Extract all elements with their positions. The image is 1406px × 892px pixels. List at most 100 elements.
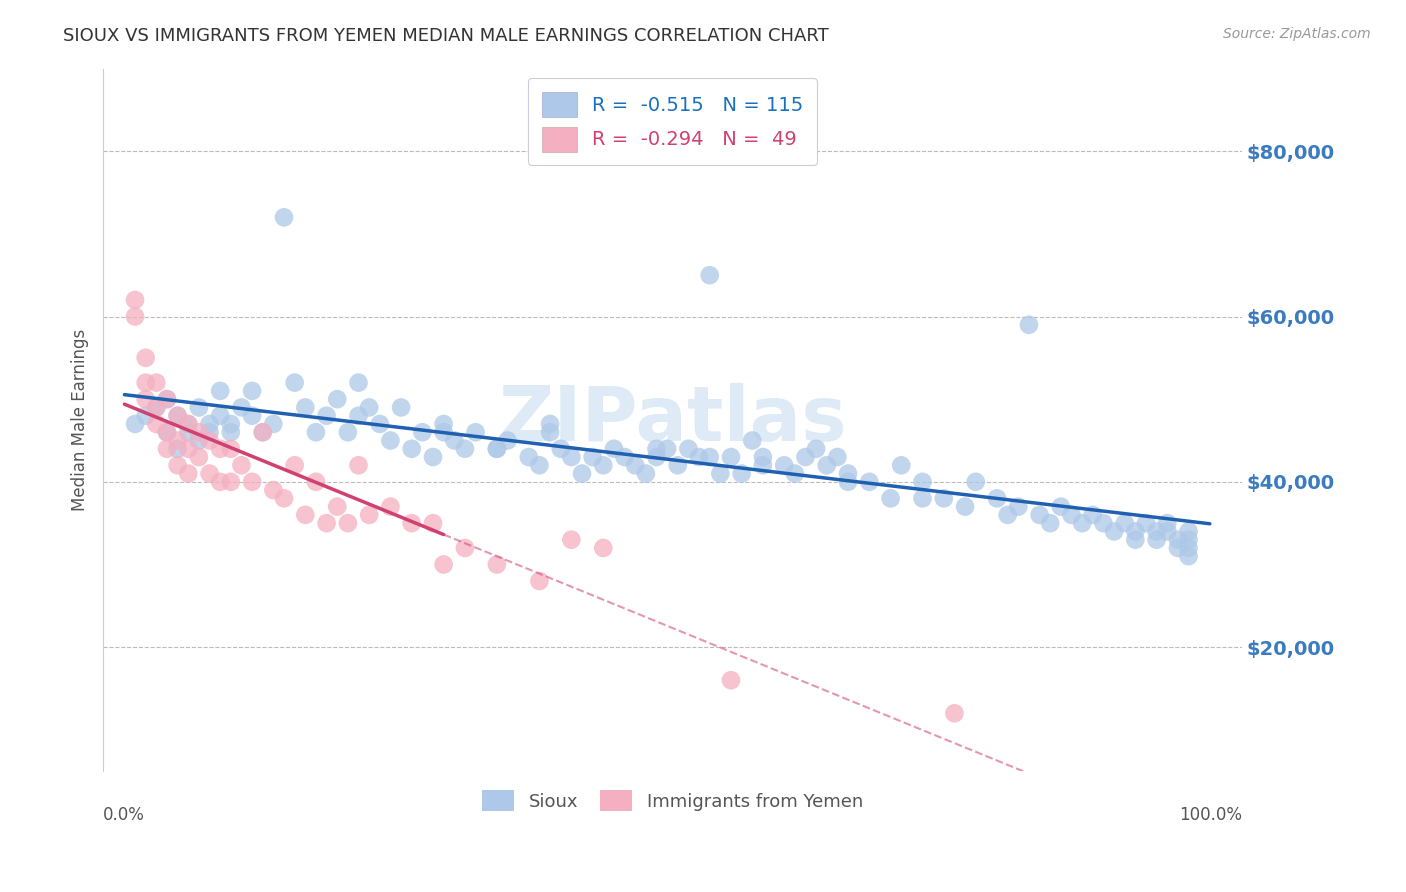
Point bbox=[1102, 524, 1125, 539]
Point bbox=[187, 401, 209, 415]
Point bbox=[347, 458, 370, 473]
Point bbox=[879, 491, 901, 506]
Point bbox=[380, 500, 402, 514]
Point bbox=[1050, 500, 1073, 514]
Point bbox=[145, 417, 167, 431]
Point bbox=[699, 268, 721, 282]
Point bbox=[305, 475, 328, 489]
Point bbox=[890, 458, 912, 473]
Point bbox=[1167, 533, 1189, 547]
Point bbox=[655, 442, 678, 456]
Point bbox=[837, 467, 859, 481]
Point bbox=[815, 458, 838, 473]
Point bbox=[252, 425, 274, 440]
Point bbox=[986, 491, 1008, 506]
Point bbox=[135, 351, 157, 365]
Point bbox=[752, 450, 775, 464]
Point bbox=[943, 706, 966, 721]
Point bbox=[1007, 500, 1029, 514]
Point bbox=[1028, 508, 1050, 522]
Point bbox=[219, 425, 242, 440]
Point bbox=[166, 409, 188, 423]
Point bbox=[433, 558, 456, 572]
Point bbox=[953, 500, 976, 514]
Point bbox=[699, 450, 721, 464]
Point bbox=[135, 376, 157, 390]
Point bbox=[911, 475, 934, 489]
Point bbox=[592, 541, 614, 555]
Point bbox=[1071, 516, 1094, 530]
Point bbox=[315, 516, 337, 530]
Point bbox=[1092, 516, 1115, 530]
Point bbox=[284, 458, 307, 473]
Text: 0.0%: 0.0% bbox=[103, 806, 145, 824]
Point bbox=[284, 376, 307, 390]
Point bbox=[1177, 533, 1199, 547]
Point bbox=[634, 467, 657, 481]
Point bbox=[336, 425, 359, 440]
Point bbox=[794, 450, 817, 464]
Text: SIOUX VS IMMIGRANTS FROM YEMEN MEDIAN MALE EARNINGS CORRELATION CHART: SIOUX VS IMMIGRANTS FROM YEMEN MEDIAN MA… bbox=[63, 27, 830, 45]
Point bbox=[380, 434, 402, 448]
Point bbox=[1125, 524, 1147, 539]
Point bbox=[538, 425, 561, 440]
Point bbox=[273, 491, 295, 506]
Point bbox=[464, 425, 486, 440]
Point bbox=[231, 458, 253, 473]
Point bbox=[932, 491, 955, 506]
Point bbox=[837, 475, 859, 489]
Point bbox=[177, 442, 200, 456]
Point bbox=[198, 417, 221, 431]
Point bbox=[124, 417, 146, 431]
Point bbox=[1177, 524, 1199, 539]
Point bbox=[454, 541, 477, 555]
Point bbox=[156, 425, 179, 440]
Point bbox=[347, 409, 370, 423]
Point bbox=[347, 376, 370, 390]
Point bbox=[443, 434, 465, 448]
Point bbox=[804, 442, 827, 456]
Point bbox=[262, 483, 284, 497]
Point bbox=[1060, 508, 1083, 522]
Point bbox=[485, 558, 508, 572]
Point bbox=[1156, 524, 1178, 539]
Point bbox=[166, 409, 188, 423]
Text: Source: ZipAtlas.com: Source: ZipAtlas.com bbox=[1223, 27, 1371, 41]
Point bbox=[166, 442, 188, 456]
Point bbox=[177, 417, 200, 431]
Point bbox=[422, 516, 444, 530]
Point bbox=[582, 450, 605, 464]
Point bbox=[124, 310, 146, 324]
Point bbox=[240, 475, 263, 489]
Point bbox=[1039, 516, 1062, 530]
Point bbox=[741, 434, 763, 448]
Point bbox=[1146, 533, 1168, 547]
Point bbox=[401, 442, 423, 456]
Point bbox=[166, 434, 188, 448]
Point bbox=[603, 442, 626, 456]
Point bbox=[198, 467, 221, 481]
Text: ZIPatlas: ZIPatlas bbox=[498, 383, 846, 457]
Point bbox=[156, 425, 179, 440]
Point bbox=[1135, 516, 1157, 530]
Point bbox=[145, 401, 167, 415]
Point bbox=[135, 409, 157, 423]
Point bbox=[411, 425, 433, 440]
Point bbox=[124, 293, 146, 307]
Point bbox=[294, 401, 316, 415]
Point bbox=[262, 417, 284, 431]
Point bbox=[1156, 516, 1178, 530]
Point bbox=[187, 434, 209, 448]
Point bbox=[827, 450, 849, 464]
Point bbox=[1177, 541, 1199, 555]
Point bbox=[219, 442, 242, 456]
Point bbox=[156, 392, 179, 406]
Point bbox=[730, 467, 752, 481]
Point bbox=[709, 467, 731, 481]
Point bbox=[389, 401, 412, 415]
Point bbox=[560, 450, 582, 464]
Point bbox=[485, 442, 508, 456]
Point bbox=[336, 516, 359, 530]
Point bbox=[1177, 549, 1199, 564]
Point bbox=[209, 475, 232, 489]
